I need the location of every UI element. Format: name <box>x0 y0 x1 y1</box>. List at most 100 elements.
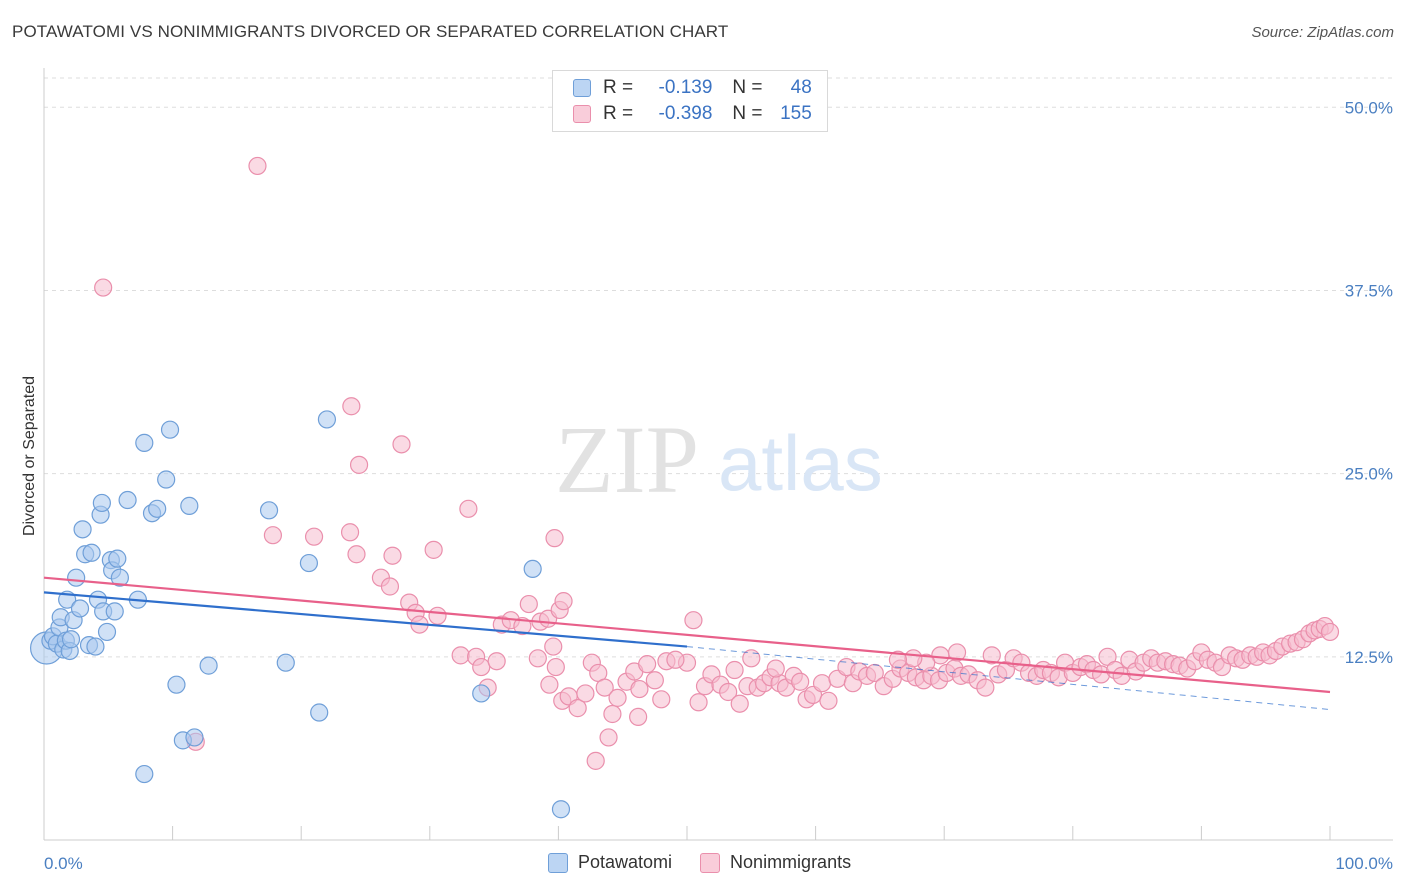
data-point-nonimmigrants <box>392 435 411 454</box>
trend-line-potawatomi-extension <box>686 646 1331 711</box>
data-point-potawatomi <box>299 553 319 573</box>
data-point-nonimmigrants <box>540 675 559 694</box>
data-point-nonimmigrants <box>576 684 595 703</box>
legend-swatch-nonimmigrants <box>573 105 591 123</box>
legend-r-value: -0.398 <box>658 103 713 124</box>
data-point-potawatomi <box>180 496 199 515</box>
legend-label-potawatomi: Potawatomi <box>578 852 673 872</box>
data-point-nonimmigrants <box>689 693 708 712</box>
x-tick-label: 100.0% <box>1335 854 1393 873</box>
legend-swatch-nonimmigrants <box>700 852 721 873</box>
data-point-nonimmigrants <box>629 707 648 727</box>
data-point-potawatomi <box>160 420 180 439</box>
watermark-atlas: atlas <box>718 419 883 507</box>
legend-item-nonimmigrants[interactable]: Nonimmigrants <box>700 852 851 873</box>
data-point-nonimmigrants <box>528 649 547 668</box>
data-point-nonimmigrants <box>719 682 738 702</box>
data-point-potawatomi <box>472 684 491 703</box>
data-point-nonimmigrants <box>791 672 810 691</box>
data-point-nonimmigrants <box>684 611 703 630</box>
data-point-nonimmigrants <box>766 659 785 678</box>
y-axis-label: Divorced or Separated <box>21 376 38 536</box>
data-point-nonimmigrants <box>725 660 744 680</box>
data-point-nonimmigrants <box>383 546 402 565</box>
y-tick-label: 50.0% <box>1345 98 1393 117</box>
data-point-nonimmigrants <box>603 704 622 724</box>
legend-n-label: N = <box>732 103 763 124</box>
data-point-nonimmigrants <box>513 616 532 636</box>
data-point-potawatomi <box>110 568 129 587</box>
data-point-nonimmigrants <box>340 523 360 542</box>
data-point-nonimmigrants <box>645 671 664 690</box>
legend-label-nonimmigrants: Nonimmigrants <box>730 852 852 872</box>
legend-item-potawatomi[interactable]: Potawatomi <box>548 852 672 873</box>
data-point-nonimmigrants <box>519 594 538 614</box>
data-point-potawatomi <box>259 501 279 520</box>
data-point-nonimmigrants <box>742 649 761 668</box>
legend-n-value: 155 <box>780 103 812 124</box>
y-tick-label: 12.5% <box>1345 648 1393 667</box>
legend-n-label: N = <box>732 77 763 98</box>
data-point-nonimmigrants <box>428 606 447 625</box>
data-point-nonimmigrants <box>546 657 565 677</box>
data-point-nonimmigrants <box>819 691 838 710</box>
data-point-nonimmigrants <box>865 663 884 683</box>
data-point-potawatomi <box>70 599 90 618</box>
data-point-potawatomi <box>61 630 81 649</box>
data-point-potawatomi <box>310 703 329 722</box>
data-point-nonimmigrants <box>487 652 506 671</box>
data-point-nonimmigrants <box>451 646 470 665</box>
data-point-nonimmigrants <box>544 637 563 656</box>
data-point-nonimmigrants <box>304 527 324 546</box>
data-point-nonimmigrants <box>652 690 671 709</box>
chart-title: POTAWATOMI VS NONIMMIGRANTS DIVORCED OR … <box>12 22 729 41</box>
data-point-nonimmigrants <box>472 657 491 677</box>
data-point-nonimmigrants <box>263 526 283 545</box>
legend-swatch-potawatomi <box>548 852 568 873</box>
data-point-potawatomi <box>82 543 101 562</box>
watermark: ZIP atlas <box>555 406 883 513</box>
legend-swatch-potawatomi <box>573 79 591 97</box>
data-point-nonimmigrants <box>459 499 478 518</box>
watermark-zip: ZIP <box>555 406 699 513</box>
correlation-legend: R = -0.139 N = 48 R = -0.398 N = 155 <box>552 70 828 132</box>
data-point-potawatomi <box>148 499 167 518</box>
y-tick-label: 25.0% <box>1345 465 1393 484</box>
data-point-potawatomi <box>523 559 542 579</box>
data-point-potawatomi <box>67 568 86 587</box>
data-point-potawatomi <box>105 602 124 621</box>
data-point-nonimmigrants <box>94 278 113 297</box>
trend-lines <box>43 576 1331 711</box>
data-point-nonimmigrants <box>586 751 605 770</box>
y-tick-label: 37.5% <box>1345 281 1393 300</box>
data-point-nonimmigrants <box>545 529 564 548</box>
legend-r-label: R = <box>603 77 634 98</box>
data-point-nonimmigrants <box>568 699 587 718</box>
axes <box>43 68 1393 841</box>
data-point-nonimmigrants <box>982 646 1001 665</box>
data-point-nonimmigrants <box>380 577 400 596</box>
data-point-nonimmigrants <box>931 646 950 665</box>
axis-labels: 12.5% 25.0% 37.5% 50.0% 0.0% 100.0% Divorced o… <box>21 98 1393 873</box>
legend-n-value: 48 <box>790 77 812 98</box>
data-point-nonimmigrants <box>608 688 627 707</box>
legend-row-potawatomi: R = -0.139 N = 48 <box>573 76 812 100</box>
data-point-nonimmigrants <box>888 650 908 669</box>
data-point-potawatomi <box>86 637 105 656</box>
data-point-potawatomi <box>92 493 111 513</box>
data-point-nonimmigrants <box>730 694 749 713</box>
data-point-potawatomi <box>118 490 137 510</box>
data-point-nonimmigrants <box>904 649 923 668</box>
data-point-potawatomi <box>108 549 127 568</box>
data-point-potawatomi <box>135 764 154 784</box>
data-point-nonimmigrants <box>349 455 369 474</box>
data-point-nonimmigrants <box>976 678 995 697</box>
data-point-nonimmigrants <box>599 728 618 747</box>
data-point-potawatomi <box>276 653 295 672</box>
data-point-nonimmigrants <box>666 650 685 669</box>
data-point-nonimmigrants <box>595 678 614 697</box>
data-point-potawatomi <box>97 622 117 642</box>
data-point-potawatomi <box>199 656 218 675</box>
trend-line-nonimmigrants <box>43 576 1331 694</box>
data-point-potawatomi <box>135 433 154 452</box>
